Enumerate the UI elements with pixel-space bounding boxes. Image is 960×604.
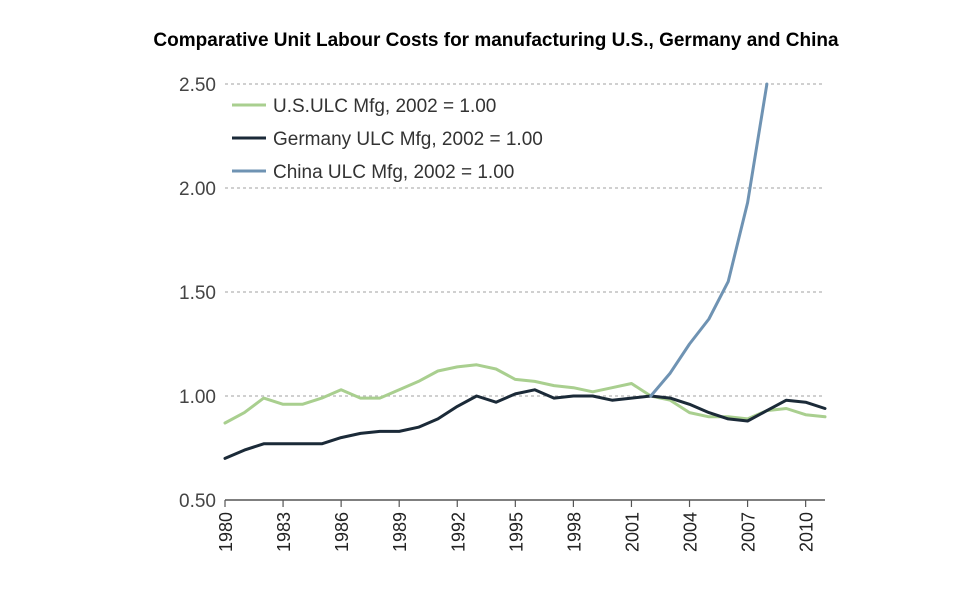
x-tick-label: 1998	[564, 512, 584, 552]
x-tick-label: 2001	[622, 512, 642, 552]
legend-label-1: Germany ULC Mfg, 2002 = 1.00	[273, 129, 543, 150]
axes: 0.50 1.00 1.50 2.00 2.50 1980 1983 1986 1989 1992…	[179, 75, 825, 552]
x-tick-label: 1980	[216, 512, 236, 552]
y-tick-label: 1.00	[179, 387, 216, 408]
x-tick-label: 2004	[681, 512, 701, 552]
y-tick-label: 2.50	[179, 75, 216, 96]
legend: U.S.ULC Mfg, 2002 = 1.00 Germany ULC Mfg,…	[232, 96, 543, 183]
y-tick-label: 0.50	[179, 491, 216, 512]
chart-title: Comparative Unit Labour Costs for manufa…	[153, 30, 839, 51]
x-tick-label: 1995	[506, 512, 526, 552]
x-tick-label: 1989	[390, 512, 410, 552]
x-tick-label: 1983	[274, 512, 294, 552]
y-tick-label: 2.00	[179, 179, 216, 200]
legend-label-0: U.S.ULC Mfg, 2002 = 1.00	[273, 96, 496, 117]
x-tick-label: 2007	[739, 512, 759, 552]
series-lines	[223, 82, 827, 460]
gridlines	[225, 83, 825, 397]
x-tick-label: 1986	[332, 512, 352, 552]
x-tick-label: 1992	[448, 512, 468, 552]
legend-label-2: China ULC Mfg, 2002 = 1.00	[273, 162, 514, 183]
series-line-1	[223, 388, 827, 460]
series-line-2	[649, 82, 769, 398]
x-tick-label: 2010	[797, 512, 817, 552]
y-tick-label: 1.50	[179, 283, 216, 304]
series-line-0	[223, 363, 827, 425]
